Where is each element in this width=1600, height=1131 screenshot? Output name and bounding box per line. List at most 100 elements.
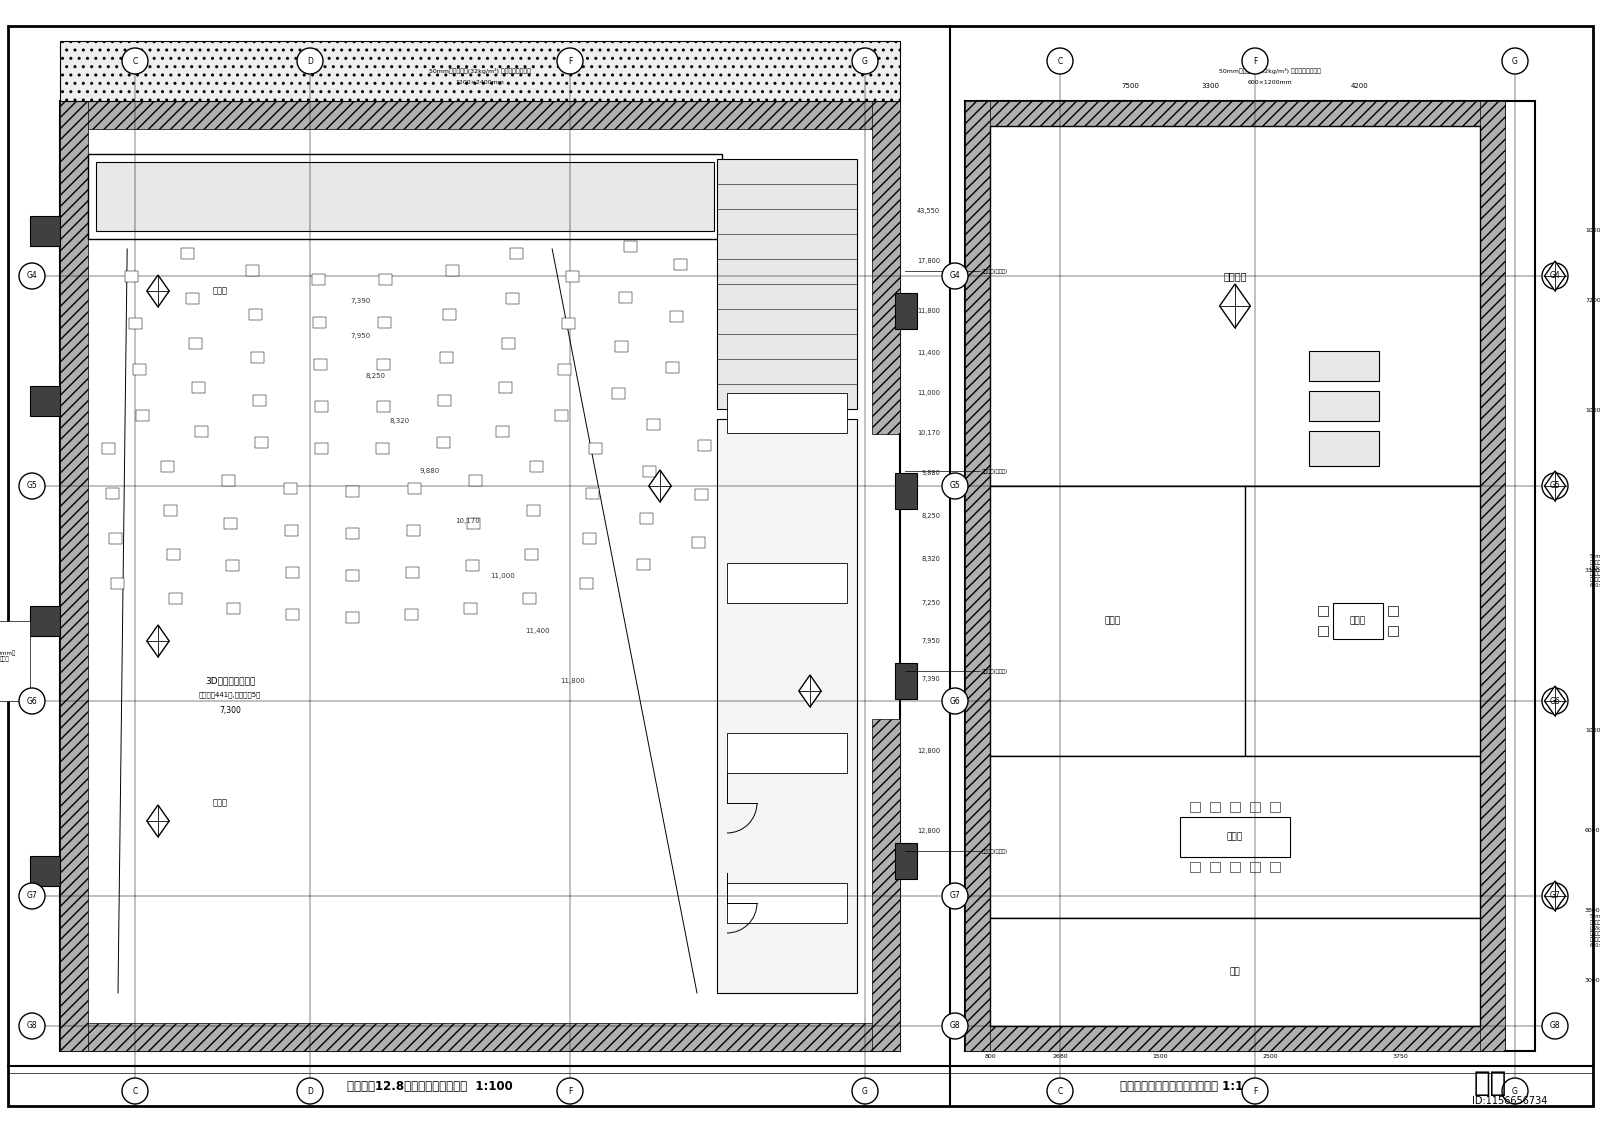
Text: 观众厅: 观众厅 — [213, 286, 227, 295]
Text: 楼板厚度(混凝土): 楼板厚度(混凝土) — [982, 468, 1008, 474]
Text: G7: G7 — [1550, 891, 1560, 900]
Bar — [965, 1026, 1506, 1051]
Bar — [445, 266, 459, 276]
Polygon shape — [1544, 261, 1565, 291]
Bar — [523, 593, 536, 604]
Bar — [872, 101, 899, 433]
Bar — [253, 395, 266, 406]
Text: 10000: 10000 — [1586, 408, 1600, 414]
Bar — [165, 506, 178, 517]
Bar — [222, 475, 235, 485]
Bar — [168, 593, 182, 604]
Text: 1000: 1000 — [1586, 228, 1600, 233]
Text: C: C — [1058, 1087, 1062, 1096]
Bar — [894, 293, 917, 329]
Bar — [227, 603, 240, 614]
Text: 50mm厚聚苯颗粒(32kg/m³) 外墙柔性防水涂料: 50mm厚聚苯颗粒(32kg/m³) 外墙柔性防水涂料 — [1219, 68, 1322, 74]
Circle shape — [942, 473, 968, 499]
Bar — [0, 621, 30, 701]
Text: 楼板厚度(混凝土): 楼板厚度(混凝土) — [982, 268, 1008, 274]
Bar — [166, 549, 179, 560]
Bar — [1250, 802, 1261, 812]
Bar — [1387, 606, 1397, 616]
Text: 配电间: 配电间 — [1104, 616, 1120, 625]
Bar — [61, 1024, 899, 1051]
Bar — [894, 473, 917, 509]
Text: C: C — [133, 57, 138, 66]
Bar — [694, 489, 707, 500]
Bar — [136, 409, 149, 421]
Circle shape — [942, 688, 968, 714]
Bar — [894, 843, 917, 879]
Bar — [965, 101, 990, 1051]
Bar — [530, 461, 542, 473]
Bar — [1270, 862, 1280, 872]
Text: F: F — [568, 57, 573, 66]
Text: 7,950: 7,950 — [922, 638, 941, 644]
Text: 7500: 7500 — [1122, 83, 1139, 89]
Text: www.znzmo.com: www.znzmo.com — [16, 708, 21, 754]
Text: 50mm厚聚苯颗粒(32kg/m³) 外墙柔性防水涂料: 50mm厚聚苯颗粒(32kg/m³) 外墙柔性防水涂料 — [429, 68, 531, 74]
Text: 走廊: 走廊 — [1230, 967, 1240, 976]
Bar — [285, 525, 298, 536]
Text: F: F — [1253, 57, 1258, 66]
Circle shape — [1542, 473, 1568, 499]
Circle shape — [1542, 1013, 1568, 1039]
Text: 3750: 3750 — [1392, 1053, 1408, 1059]
Text: www.znzmo.com: www.znzmo.com — [16, 927, 21, 974]
Circle shape — [1046, 48, 1074, 74]
Bar — [469, 475, 482, 485]
Bar — [30, 606, 61, 636]
Bar — [251, 352, 264, 363]
Bar — [1317, 606, 1328, 616]
Bar — [181, 248, 194, 259]
Bar — [106, 489, 118, 499]
Bar — [499, 382, 512, 394]
Bar — [586, 489, 598, 499]
Bar — [1309, 431, 1379, 466]
Polygon shape — [147, 275, 170, 307]
Circle shape — [298, 1078, 323, 1104]
Circle shape — [1542, 883, 1568, 909]
Polygon shape — [650, 470, 672, 502]
Bar — [102, 442, 115, 454]
Bar — [88, 154, 722, 239]
Bar — [496, 426, 509, 438]
Text: 7,390: 7,390 — [922, 676, 941, 682]
Text: 50mm厚
聚苯板: 50mm厚 聚苯板 — [0, 650, 16, 662]
Bar — [30, 216, 61, 247]
Polygon shape — [1219, 284, 1251, 328]
Bar — [1190, 862, 1200, 872]
Text: 10,170: 10,170 — [454, 518, 480, 524]
Text: 3300: 3300 — [1202, 83, 1219, 89]
Bar — [192, 382, 205, 394]
Bar — [248, 309, 262, 320]
Text: 2500: 2500 — [1262, 1053, 1278, 1059]
Bar — [110, 578, 125, 589]
Circle shape — [851, 48, 878, 74]
Bar — [726, 563, 846, 603]
Text: G4: G4 — [1550, 271, 1560, 280]
Text: G6: G6 — [950, 697, 960, 706]
Text: G5: G5 — [1550, 482, 1560, 491]
Bar — [61, 41, 899, 101]
Text: www.znzmo.com: www.znzmo.com — [936, 708, 941, 754]
Circle shape — [1242, 1078, 1267, 1104]
Polygon shape — [798, 675, 821, 707]
Bar — [566, 270, 579, 282]
Bar — [726, 883, 846, 923]
Text: G: G — [862, 1087, 867, 1096]
Bar — [61, 101, 88, 1051]
Bar — [195, 426, 208, 438]
Text: G4: G4 — [950, 271, 960, 280]
Text: 6000: 6000 — [1586, 829, 1600, 834]
Polygon shape — [1544, 687, 1565, 716]
Bar — [346, 570, 358, 580]
Text: 3000: 3000 — [1586, 978, 1600, 984]
Circle shape — [942, 264, 968, 290]
Bar — [619, 292, 632, 303]
Bar — [990, 918, 1480, 1026]
Bar — [254, 438, 267, 448]
Text: 8,250: 8,250 — [365, 373, 386, 379]
Text: 10,170: 10,170 — [917, 430, 941, 435]
